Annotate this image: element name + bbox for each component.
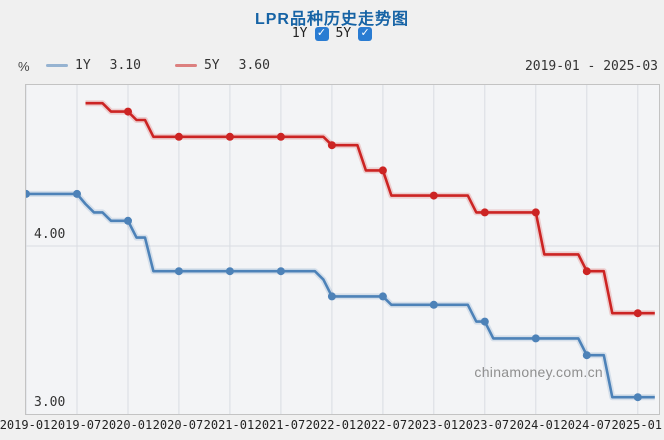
x-axis-tick-label: 2022-01 bbox=[305, 418, 357, 432]
x-axis-tick-label: 2023-01 bbox=[407, 418, 459, 432]
x-axis-tick-label: 2024-07 bbox=[560, 418, 612, 432]
toggle-1y-checkbox[interactable]: ✓ bbox=[314, 26, 329, 41]
legend-swatch-5y bbox=[174, 64, 197, 67]
data-point-marker-1Y bbox=[480, 317, 489, 326]
data-point-marker-5Y bbox=[429, 191, 438, 200]
data-point-marker-5Y bbox=[531, 208, 540, 217]
data-point-marker-5Y bbox=[174, 132, 183, 141]
data-point-marker-1Y bbox=[429, 300, 438, 309]
series-line-1Y bbox=[26, 192, 655, 399]
x-axis-tick-label: 2020-01 bbox=[101, 418, 153, 432]
data-point-marker-1Y bbox=[73, 189, 81, 198]
x-axis-tick-label: 2024-01 bbox=[509, 418, 561, 432]
chart-plot-area: chinamoney.com.cn 4.00 3.00 bbox=[25, 84, 660, 415]
legend-row: % 1Y 3.10 5Y 3.60 2019-01 - 2025-03 bbox=[0, 58, 664, 76]
toggle-5y-checkbox[interactable]: ✓ bbox=[358, 26, 373, 41]
legend-swatch-1y bbox=[46, 64, 68, 67]
data-point-marker-1Y bbox=[124, 216, 132, 225]
data-point-marker-1Y bbox=[174, 267, 183, 276]
data-point-marker-5Y bbox=[633, 309, 642, 318]
data-point-marker-1Y bbox=[327, 292, 336, 301]
data-point-marker-1Y bbox=[26, 189, 30, 198]
x-axis-tick-label: 2019-07 bbox=[50, 418, 102, 432]
x-axis-tick-label: 2021-01 bbox=[203, 418, 255, 432]
toggle-5y-label: 5Y bbox=[335, 26, 352, 41]
data-point-marker-5Y bbox=[582, 267, 591, 276]
data-point-marker-5Y bbox=[480, 208, 489, 217]
data-point-marker-5Y bbox=[276, 132, 285, 141]
line-chart-canvas bbox=[26, 85, 659, 414]
data-point-marker-1Y bbox=[531, 334, 540, 343]
data-point-marker-1Y bbox=[582, 351, 591, 360]
data-point-marker-5Y bbox=[327, 141, 336, 150]
legend-value-5y: 3.60 bbox=[238, 58, 270, 73]
legend-item-5y: 5Y 3.60 bbox=[174, 58, 270, 73]
x-axis-tick-label: 2023-07 bbox=[458, 418, 510, 432]
legend: 1Y 3.10 5Y 3.60 bbox=[46, 58, 304, 73]
data-point-marker-5Y bbox=[124, 107, 132, 116]
x-axis-tick-label: 2025-01 bbox=[611, 418, 663, 432]
watermark: chinamoney.com.cn bbox=[474, 364, 603, 380]
legend-label-5y: 5Y bbox=[203, 58, 220, 73]
x-axis: 2019-01 2019-07 2020-01 2020-07 2021-01 2021-… bbox=[0, 418, 664, 434]
series-line-glow-5Y bbox=[85, 100, 655, 317]
data-point-marker-1Y bbox=[633, 393, 642, 402]
data-point-marker-1Y bbox=[378, 292, 387, 301]
data-point-marker-5Y bbox=[225, 132, 234, 141]
legend-label-1y: 1Y bbox=[75, 58, 91, 73]
series-toggle-row: 1Y ✓ 5Y ✓ bbox=[0, 26, 664, 41]
y-axis-unit-label: % bbox=[18, 59, 30, 74]
data-point-marker-1Y bbox=[225, 267, 234, 276]
x-axis-tick-label: 2022-07 bbox=[356, 418, 408, 432]
x-axis-tick-label: 2020-07 bbox=[152, 418, 204, 432]
x-axis-tick-label: 2019-01 bbox=[0, 418, 51, 432]
series-line-5Y bbox=[85, 101, 655, 315]
data-point-marker-5Y bbox=[378, 166, 387, 175]
date-range-label: 2019-01 - 2025-03 bbox=[524, 59, 658, 74]
page-title: LPR品种历史走势图 bbox=[254, 11, 409, 28]
legend-item-1y: 1Y 3.10 bbox=[46, 58, 141, 73]
legend-value-1y: 3.10 bbox=[109, 58, 141, 73]
toggle-1y-label: 1Y bbox=[291, 26, 308, 41]
x-axis-tick-label: 2021-07 bbox=[254, 418, 306, 432]
data-point-marker-1Y bbox=[276, 267, 285, 276]
